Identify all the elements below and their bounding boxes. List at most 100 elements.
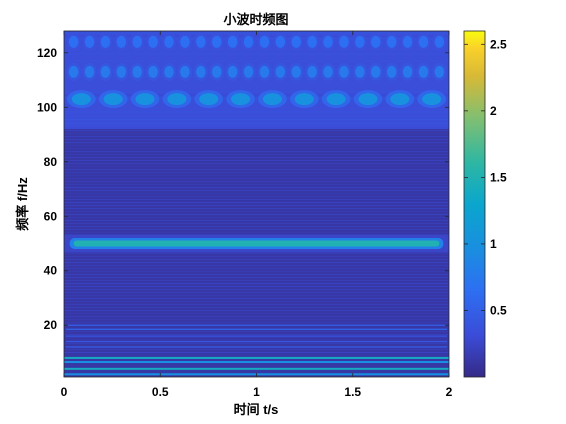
- heatmap-texture-line: [64, 253, 449, 254]
- heatmap-blob: [211, 65, 222, 78]
- y-tick-label: 20: [44, 318, 58, 332]
- heatmap-texture-line: [64, 226, 449, 228]
- heatmap-texture-line: [64, 196, 449, 198]
- heatmap-noise-line: [64, 38, 449, 40]
- y-tick-label: 60: [44, 209, 58, 223]
- heatmap-blob: [132, 65, 143, 78]
- heatmap-noise-line: [64, 122, 449, 124]
- y-tick-label: 100: [37, 100, 57, 114]
- heatmap-noise-line: [64, 98, 449, 100]
- heatmap-texture-line: [64, 343, 449, 344]
- heatmap-plot-area: [64, 30, 449, 377]
- heatmap-texture-line: [64, 205, 449, 207]
- heatmap-texture-line: [64, 319, 449, 320]
- heatmap-texture-line: [64, 310, 449, 311]
- heatmap-texture-line: [64, 322, 449, 323]
- heatmap-texture-line: [64, 334, 449, 335]
- heatmap-noise-line: [64, 53, 449, 55]
- heatmap-texture-line: [64, 328, 449, 329]
- y-tick-label: 40: [44, 264, 58, 278]
- heatmap-blob: [291, 65, 302, 78]
- heatmap-blob: [323, 35, 333, 48]
- heatmap-texture-line: [64, 193, 449, 195]
- heatmap-blob: [231, 93, 251, 106]
- heatmap-texture-line: [64, 163, 449, 165]
- heatmap-low-freq-line: [64, 356, 449, 359]
- heatmap-low-freq-line: [64, 367, 449, 370]
- heatmap-blob: [211, 35, 222, 48]
- heatmap-texture-line: [64, 175, 449, 177]
- x-axis-label: 时间 t/s: [234, 402, 279, 417]
- heatmap-blob: [307, 35, 317, 48]
- heatmap-texture-line: [64, 289, 449, 290]
- x-axis: 0 0.5 1 1.5 2: [61, 31, 453, 399]
- heatmap-blob: [386, 35, 397, 48]
- heatmap-texture-line: [64, 172, 449, 174]
- heatmap-blob: [259, 65, 270, 78]
- heatmap-texture-line: [64, 268, 449, 269]
- heatmap-blob: [148, 35, 158, 48]
- y-axis: 20 40 60 80 100 120: [37, 46, 449, 332]
- heatmap-texture-line: [64, 166, 449, 168]
- heatmap-texture-line: [64, 151, 449, 153]
- heatmap-texture-line: [64, 298, 449, 299]
- heatmap-blob: [422, 93, 442, 106]
- heatmap-texture-line: [64, 190, 449, 192]
- heatmap-texture-line: [64, 139, 449, 141]
- heatmap-texture-line: [64, 301, 449, 302]
- heatmap-texture-line: [64, 283, 449, 284]
- heatmap-noise-line: [64, 102, 449, 104]
- heatmap-texture-line: [64, 337, 449, 338]
- heatmap-texture-line: [64, 181, 449, 183]
- heatmap-blob: [386, 65, 397, 78]
- heatmap-blob: [323, 65, 333, 78]
- heatmap-noise-line: [64, 38, 449, 40]
- heatmap-texture-line: [64, 265, 449, 266]
- heatmap-noise-line: [64, 39, 449, 41]
- heatmap-texture-line: [64, 154, 449, 156]
- heatmap-noise-line: [64, 119, 449, 121]
- heatmap-blob: [275, 35, 286, 48]
- heatmap-low-freq-line: [66, 324, 447, 326]
- heatmap-noise-line: [64, 78, 449, 80]
- colorbar-tick-label: 2.5: [490, 37, 507, 51]
- heatmap-blob: [307, 65, 317, 78]
- chart-title: 小波时频图: [223, 12, 288, 27]
- heatmap-low-freq-line: [64, 361, 449, 364]
- heatmap-texture-line: [64, 295, 449, 296]
- heatmap-blob: [418, 65, 429, 78]
- heatmap-texture-line: [64, 292, 449, 293]
- heatmap-blob: [370, 35, 381, 48]
- heatmap-blob: [275, 65, 286, 78]
- heatmap-noise-line: [64, 60, 449, 62]
- heatmap-blob: [196, 65, 206, 78]
- heatmap-blob: [434, 35, 445, 48]
- heatmap-blob: [243, 35, 254, 48]
- heatmap-texture-line: [64, 277, 449, 278]
- heatmap-blob: [132, 35, 143, 48]
- heatmap-texture-line: [64, 307, 449, 308]
- heatmap-blob: [227, 35, 238, 48]
- colorbar: [463, 30, 486, 378]
- heatmap-texture-line: [64, 229, 449, 231]
- heatmap-noise-line: [64, 37, 449, 39]
- heatmap-blob: [294, 93, 314, 106]
- heatmap-texture-line: [64, 178, 449, 180]
- heatmap-blob: [116, 35, 127, 48]
- heatmap-blob: [227, 65, 238, 78]
- x-tick-label: 1.5: [344, 385, 361, 399]
- heatmap-blob: [358, 93, 378, 106]
- heatmap-texture-line: [64, 187, 449, 189]
- x-tick-label: 0.5: [152, 385, 169, 399]
- heatmap-texture-line: [64, 349, 449, 350]
- heatmap-texture-line: [64, 286, 449, 287]
- heatmap-texture-line: [64, 184, 449, 186]
- heatmap-texture-line: [64, 130, 449, 132]
- heatmap-blob: [180, 65, 190, 78]
- heatmap-blob: [291, 35, 302, 48]
- heatmap-blob: [326, 93, 346, 106]
- heatmap-low-freq-line: [66, 346, 447, 348]
- heatmap-blob: [390, 93, 410, 106]
- heatmap-texture-line: [64, 232, 449, 234]
